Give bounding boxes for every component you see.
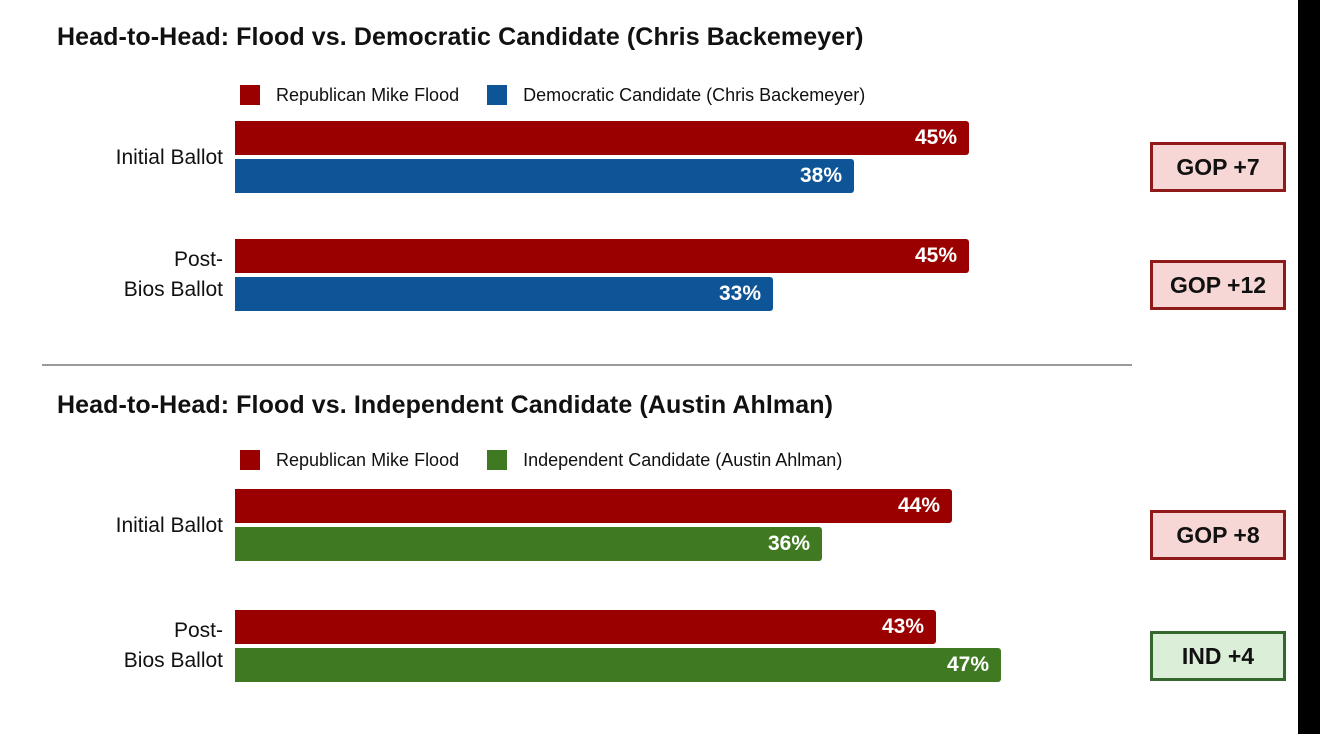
category-label-line: Bios Ballot	[123, 649, 223, 672]
legend-swatch-democratic	[487, 85, 508, 105]
bar-value-label: 33%	[718, 282, 761, 305]
bar-value-label: 45%	[914, 126, 957, 149]
bar-democratic: 38%	[235, 159, 854, 193]
bar-republican: 45%	[235, 239, 969, 273]
margin-badge-ind: IND +4	[1150, 631, 1286, 681]
legend-label-democratic: Democratic Candidate (Chris Backemeyer)	[523, 84, 866, 105]
bar-democratic: 33%	[235, 277, 773, 311]
legend-item-republican: Republican Mike Flood	[240, 85, 459, 106]
bar-value-label: 38%	[799, 164, 842, 187]
legend-label-republican: Republican Mike Flood	[276, 449, 460, 470]
legend-swatch-republican	[240, 450, 260, 470]
bar-independent: 47%	[235, 648, 1001, 682]
margin-badge-gop: GOP +12	[1150, 260, 1286, 310]
category-label: Post- Bios Ballot	[124, 616, 223, 676]
legend-item-republican: Republican Mike Flood	[240, 450, 459, 471]
bar-value-label: 43%	[881, 615, 924, 638]
legend-swatch-independent	[487, 450, 508, 470]
legend-swatch-republican	[240, 85, 260, 105]
bar-value-label: 44%	[897, 494, 940, 517]
bar-value-label: 47%	[946, 653, 989, 676]
category-label: Initial Ballot	[116, 511, 223, 541]
category-label: Post- Bios Ballot	[124, 245, 223, 305]
bar-republican: 45%	[235, 121, 969, 155]
bar-republican: 43%	[235, 610, 936, 644]
bar-value-label: 45%	[914, 244, 957, 267]
legend-label-republican: Republican Mike Flood	[276, 84, 460, 105]
legend-label-independent: Independent Candidate (Austin Ahlman)	[523, 449, 843, 470]
bar-value-label: 36%	[767, 532, 810, 555]
chart-title-democratic: Head-to-Head: Flood vs. Democratic Candi…	[57, 23, 864, 51]
legend-independent: Republican Mike Flood Independent Candid…	[240, 448, 870, 472]
category-label: Initial Ballot	[116, 143, 223, 173]
bar-independent: 36%	[235, 527, 822, 561]
category-label-line: Post-	[173, 248, 223, 271]
legend-item-democratic: Democratic Candidate (Chris Backemeyer)	[487, 85, 865, 106]
margin-badge-gop: GOP +7	[1150, 142, 1286, 192]
margin-badge-gop: GOP +8	[1150, 510, 1286, 560]
chart-title-independent: Head-to-Head: Flood vs. Independent Cand…	[57, 391, 834, 419]
section-divider	[42, 364, 1132, 366]
right-edge-strip	[1298, 0, 1320, 734]
category-label-line: Initial Ballot	[115, 146, 223, 169]
legend-item-independent: Independent Candidate (Austin Ahlman)	[487, 450, 842, 471]
bar-republican: 44%	[235, 489, 952, 523]
category-label-line: Initial Ballot	[115, 514, 223, 537]
category-label-line: Bios Ballot	[123, 278, 223, 301]
legend-democratic: Republican Mike Flood Democratic Candida…	[240, 83, 893, 107]
category-label-line: Post-	[173, 619, 223, 642]
